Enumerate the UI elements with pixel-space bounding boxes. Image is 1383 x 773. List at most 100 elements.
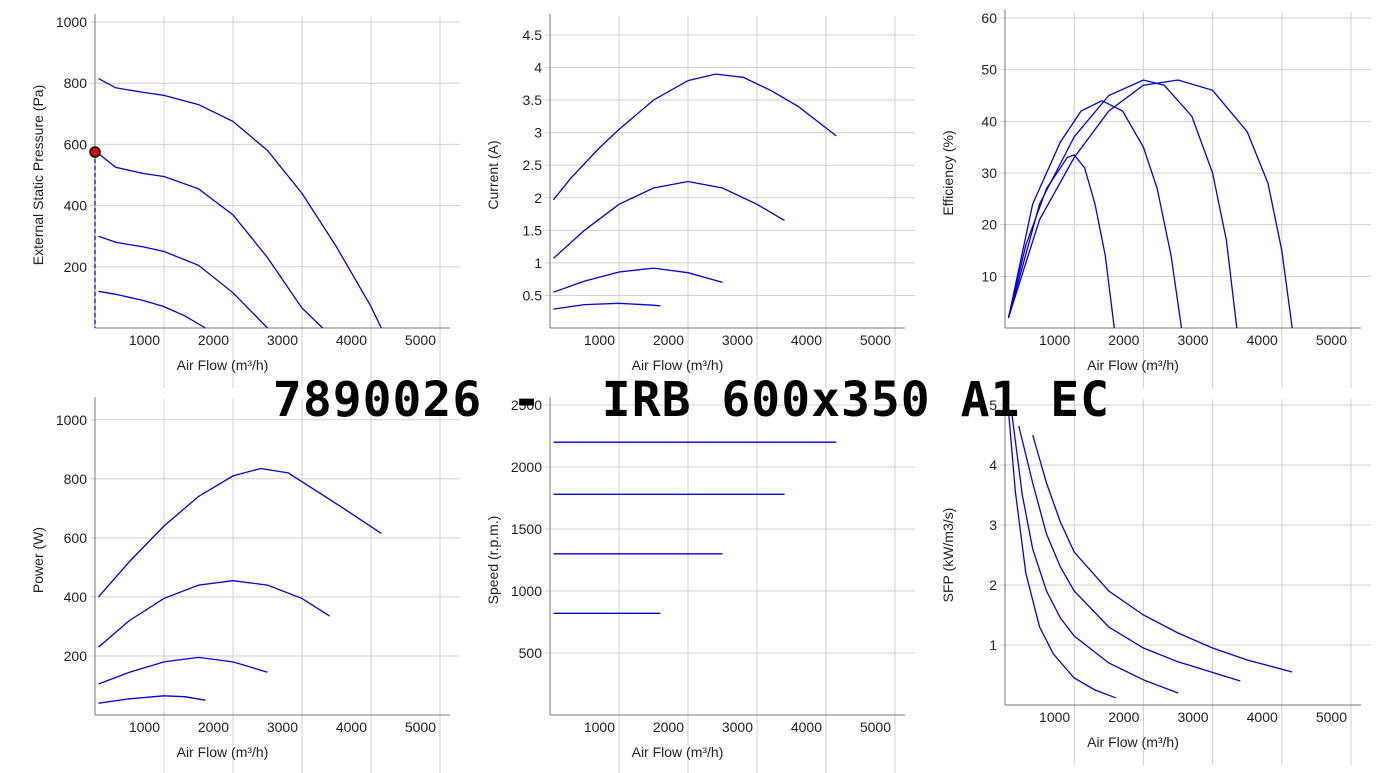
pressure-xtick-label: 3000: [267, 332, 298, 348]
pressure-xtick-label: 2000: [198, 332, 229, 348]
power-series-2: [98, 580, 330, 648]
current-xtick-label: 4000: [791, 332, 822, 348]
current-xtick-label: 3000: [722, 332, 753, 348]
current-series-2: [553, 180, 785, 259]
sfp-ytick-label: 4: [989, 457, 997, 473]
power-series-3: [98, 656, 268, 685]
sfp-series-4: [1007, 410, 1116, 699]
power-series-1: [98, 467, 382, 598]
power-xtick-label: 3000: [267, 719, 298, 735]
pressure-y-axis-label: External Static Pressure (Pa): [30, 85, 46, 266]
current-series-4: [553, 302, 661, 310]
current-ytick-label: 0.5: [523, 287, 543, 303]
speed-xtick-label: 4000: [791, 719, 822, 735]
power-chart: 1000 2000 3000 4000 5000 200 400 600 800 1000 Air …: [30, 397, 460, 773]
efficiency-xtick-label: 1000: [1039, 332, 1070, 348]
efficiency-ytick-label: 60: [981, 10, 997, 26]
pressure-ytick-label: 600: [64, 136, 88, 152]
pressure-xtick-label: 5000: [405, 332, 436, 348]
efficiency-series-1: [1007, 79, 1293, 329]
speed-ytick-label: 2000: [511, 459, 542, 475]
power-ytick-label: 600: [64, 530, 88, 546]
efficiency-xtick-label: 4000: [1247, 332, 1278, 348]
efficiency-xtick-label: 2000: [1108, 332, 1139, 348]
speed-xtick-label: 2000: [653, 719, 684, 735]
current-xtick-label: 2000: [653, 332, 684, 348]
sfp-series-1: [1032, 434, 1293, 673]
speed-xtick-label: 1000: [584, 719, 615, 735]
pressure-series-4: [98, 290, 206, 329]
power-ytick-label: 800: [64, 471, 88, 487]
power-x-axis-label: Air Flow (m³/h): [177, 744, 269, 760]
sfp-x-axis-label: Air Flow (m³/h): [1087, 734, 1179, 750]
power-xtick-label: 2000: [198, 719, 229, 735]
current-xtick-label: 1000: [584, 332, 615, 348]
current-ytick-label: 4: [534, 60, 542, 76]
efficiency-series-4: [1007, 154, 1115, 329]
efficiency-series-2: [1007, 79, 1238, 329]
current-y-axis-label: Current (A): [485, 140, 501, 209]
sfp-xtick-label: 4000: [1247, 709, 1278, 725]
sfp-ytick-label: 2: [989, 577, 997, 593]
pressure-ytick-label: 800: [64, 75, 88, 91]
current-series-1: [552, 73, 837, 201]
pressure-xtick-label: 4000: [336, 332, 367, 348]
speed-chart: 1000 2000 3000 4000 5000 500 1000 1500 2000 2500 A…: [485, 397, 915, 773]
sfp-xtick-label: 1000: [1039, 709, 1070, 725]
pressure-ytick-label: 400: [64, 198, 88, 214]
efficiency-x-axis-label: Air Flow (m³/h): [1087, 357, 1179, 373]
sfp-xtick-label: 2000: [1108, 709, 1139, 725]
sfp-chart: 1000 2000 3000 4000 5000 1 2 3 4 5 Air Flow (m³/h)…: [940, 397, 1371, 765]
current-x-axis-label: Air Flow (m³/h): [632, 357, 724, 373]
speed-y-axis-label: Speed (r.p.m.): [485, 516, 501, 605]
power-series-4: [98, 695, 206, 704]
efficiency-chart: 1000 2000 3000 4000 5000 10 20 30 40 50 60 Air Flow…: [940, 10, 1371, 388]
efficiency-ytick-label: 30: [981, 165, 997, 181]
sfp-ytick-label: 5: [989, 397, 997, 413]
current-ytick-label: 3.5: [523, 92, 543, 108]
sfp-series-2: [1018, 425, 1241, 682]
sfp-xtick-label: 5000: [1316, 709, 1347, 725]
current-series-3: [553, 267, 723, 293]
speed-x-axis-label: Air Flow (m³/h): [632, 744, 724, 760]
current-ytick-label: 2: [534, 190, 542, 206]
pressure-xtick-label: 1000: [129, 332, 160, 348]
power-xtick-label: 5000: [405, 719, 436, 735]
efficiency-xtick-label: 5000: [1316, 332, 1347, 348]
efficiency-series-3: [1007, 99, 1183, 329]
efficiency-y-axis-label: Efficiency (%): [940, 130, 956, 215]
pressure-series-3: [98, 235, 268, 329]
page-title: 7890026 - IRB 600x350 A1 EC: [272, 372, 1111, 428]
current-ytick-label: 1: [534, 255, 542, 271]
current-chart: 1000 2000 3000 4000 5000 0.5 1 1.5 2 2.5 3 3.5 4 4.5 A…: [485, 14, 915, 388]
pressure-ytick-label: 200: [64, 259, 88, 275]
pressure-series-1: [98, 78, 382, 329]
power-xtick-label: 1000: [129, 719, 160, 735]
pressure-chart: 1000 2000 3000 4000 5000 200 400 600 800 1000 Air …: [30, 14, 460, 388]
current-ytick-label: 3: [534, 125, 542, 141]
efficiency-ytick-label: 50: [981, 62, 997, 78]
sfp-ytick-label: 1: [989, 637, 997, 653]
current-ytick-label: 4.5: [523, 27, 543, 43]
speed-xtick-label: 3000: [722, 719, 753, 735]
sfp-ytick-label: 3: [989, 517, 997, 533]
pressure-operating-point: [89, 146, 101, 158]
efficiency-ytick-label: 10: [981, 268, 997, 284]
speed-xtick-label: 5000: [860, 719, 891, 735]
power-ytick-label: 1000: [56, 412, 87, 428]
power-y-axis-label: Power (W): [30, 527, 46, 593]
efficiency-ytick-label: 40: [981, 113, 997, 129]
speed-ytick-label: 1500: [511, 521, 542, 537]
current-ytick-label: 1.5: [523, 222, 543, 238]
power-ytick-label: 400: [64, 589, 88, 605]
current-ytick-label: 2.5: [523, 157, 543, 173]
efficiency-ytick-label: 20: [981, 217, 997, 233]
pressure-series-2: [98, 153, 324, 329]
sfp-series-3: [1011, 413, 1179, 694]
power-ytick-label: 200: [64, 648, 88, 664]
sfp-xtick-label: 3000: [1177, 709, 1208, 725]
sfp-y-axis-label: SFP (kW/m3/s): [940, 508, 956, 603]
speed-ytick-label: 1000: [511, 583, 542, 599]
speed-ytick-label: 2500: [511, 397, 542, 413]
